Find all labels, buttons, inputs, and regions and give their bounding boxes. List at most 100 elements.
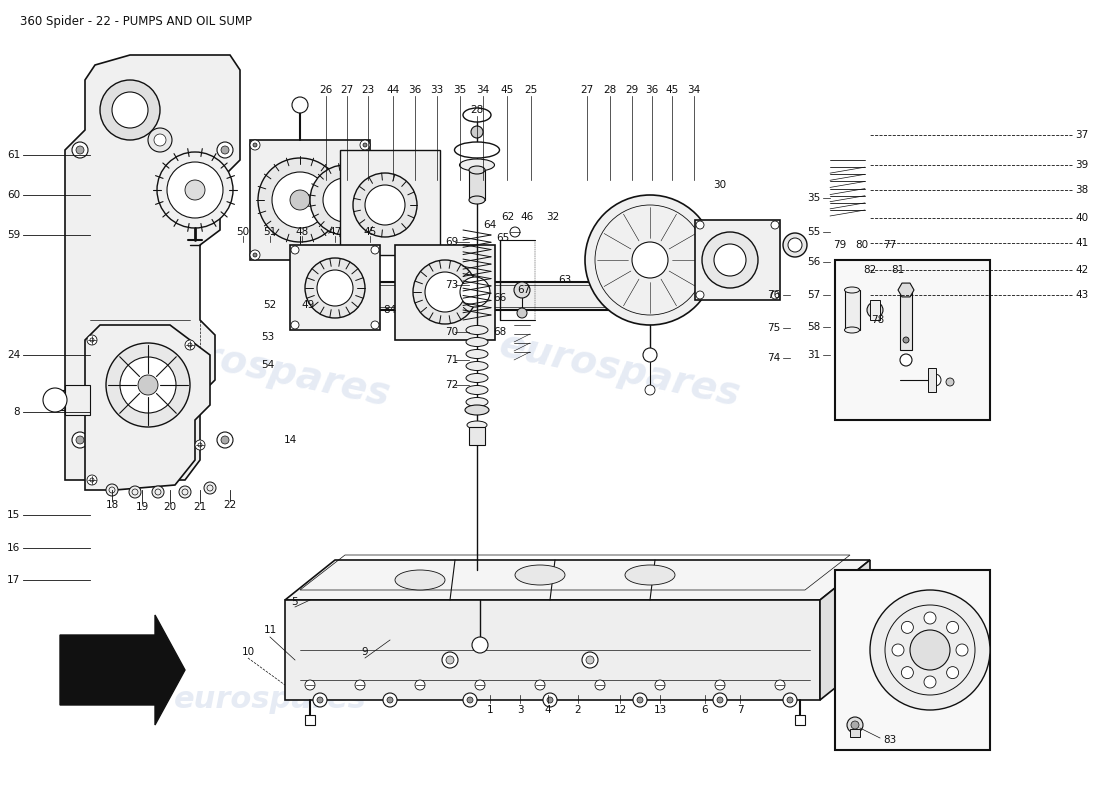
Text: 16: 16 [7, 543, 20, 553]
Circle shape [632, 693, 647, 707]
Text: 61: 61 [7, 150, 20, 160]
Text: 13: 13 [653, 705, 667, 715]
Text: 41: 41 [1075, 238, 1088, 248]
Bar [695, 220, 780, 300]
Circle shape [363, 143, 367, 147]
Circle shape [292, 321, 299, 329]
Circle shape [353, 173, 417, 237]
Circle shape [250, 140, 260, 150]
Text: 33: 33 [430, 85, 443, 95]
Text: 25: 25 [525, 85, 538, 95]
Circle shape [582, 652, 598, 668]
Circle shape [100, 80, 160, 140]
Circle shape [637, 697, 644, 703]
Ellipse shape [454, 142, 499, 158]
Circle shape [783, 693, 798, 707]
Bar [302, 285, 688, 307]
Text: 17: 17 [7, 575, 20, 585]
Circle shape [148, 128, 172, 152]
Circle shape [644, 348, 657, 362]
Text: 9: 9 [362, 647, 369, 657]
Circle shape [305, 680, 315, 690]
Circle shape [645, 385, 654, 395]
Circle shape [585, 195, 715, 325]
Ellipse shape [466, 326, 488, 334]
Circle shape [195, 440, 205, 450]
Text: 60: 60 [7, 190, 20, 200]
Polygon shape [285, 560, 870, 600]
Text: 52: 52 [263, 300, 276, 310]
Ellipse shape [515, 565, 565, 585]
Text: 12: 12 [614, 705, 627, 715]
Text: 3: 3 [517, 705, 524, 715]
Circle shape [910, 630, 950, 670]
Text: 20: 20 [164, 502, 177, 512]
Circle shape [323, 178, 367, 222]
Text: 6: 6 [702, 705, 708, 715]
Polygon shape [898, 283, 914, 297]
Polygon shape [85, 325, 210, 490]
Text: 26: 26 [319, 85, 332, 95]
Circle shape [771, 221, 779, 229]
Ellipse shape [469, 196, 485, 204]
Polygon shape [60, 615, 185, 725]
Circle shape [317, 697, 323, 703]
Text: 43: 43 [1075, 290, 1088, 300]
Text: 64: 64 [483, 220, 496, 230]
Circle shape [76, 436, 84, 444]
Circle shape [258, 158, 342, 242]
Text: eurospares: eurospares [496, 326, 744, 414]
Text: 81: 81 [891, 265, 904, 275]
Circle shape [696, 291, 704, 299]
Circle shape [217, 142, 233, 158]
Text: 37: 37 [1075, 130, 1088, 140]
Text: 55: 55 [806, 227, 820, 237]
Circle shape [412, 260, 477, 324]
Circle shape [43, 388, 67, 412]
Bar [250, 140, 370, 260]
Circle shape [365, 185, 405, 225]
Text: 36: 36 [646, 85, 659, 95]
Text: 2: 2 [574, 705, 581, 715]
Text: 48: 48 [296, 227, 309, 237]
Polygon shape [285, 600, 820, 700]
Text: eurospares: eurospares [174, 686, 366, 714]
Circle shape [901, 622, 913, 634]
Text: 30: 30 [714, 180, 727, 190]
Bar [845, 290, 860, 330]
Bar [835, 260, 990, 420]
Text: 28: 28 [471, 105, 484, 115]
Text: 42: 42 [1075, 265, 1088, 275]
Circle shape [120, 357, 176, 413]
Ellipse shape [466, 362, 488, 370]
Text: 77: 77 [883, 240, 896, 250]
Circle shape [106, 343, 190, 427]
Text: 28: 28 [604, 85, 617, 95]
Bar [340, 150, 440, 255]
Circle shape [517, 308, 527, 318]
Bar [469, 427, 485, 445]
Text: 36: 36 [408, 85, 421, 95]
Ellipse shape [468, 421, 487, 429]
Circle shape [415, 680, 425, 690]
Text: 46: 46 [520, 212, 534, 222]
Circle shape [112, 92, 148, 128]
Text: 360 Spider - 22 - PUMPS AND OIL SUMP: 360 Spider - 22 - PUMPS AND OIL SUMP [20, 15, 252, 28]
Ellipse shape [463, 108, 491, 122]
Text: 34: 34 [476, 85, 490, 95]
Bar [850, 729, 860, 737]
Text: 45: 45 [500, 85, 514, 95]
Text: 40: 40 [1075, 213, 1088, 223]
Text: 74: 74 [767, 353, 780, 363]
Circle shape [167, 162, 223, 218]
Text: 39: 39 [1075, 160, 1088, 170]
Text: 14: 14 [284, 435, 297, 445]
Ellipse shape [395, 570, 446, 590]
Bar [65, 385, 90, 415]
Circle shape [510, 227, 520, 237]
Circle shape [903, 337, 909, 343]
Circle shape [471, 126, 483, 138]
Text: 78: 78 [871, 315, 884, 325]
Text: 18: 18 [106, 500, 119, 510]
Ellipse shape [466, 350, 488, 358]
